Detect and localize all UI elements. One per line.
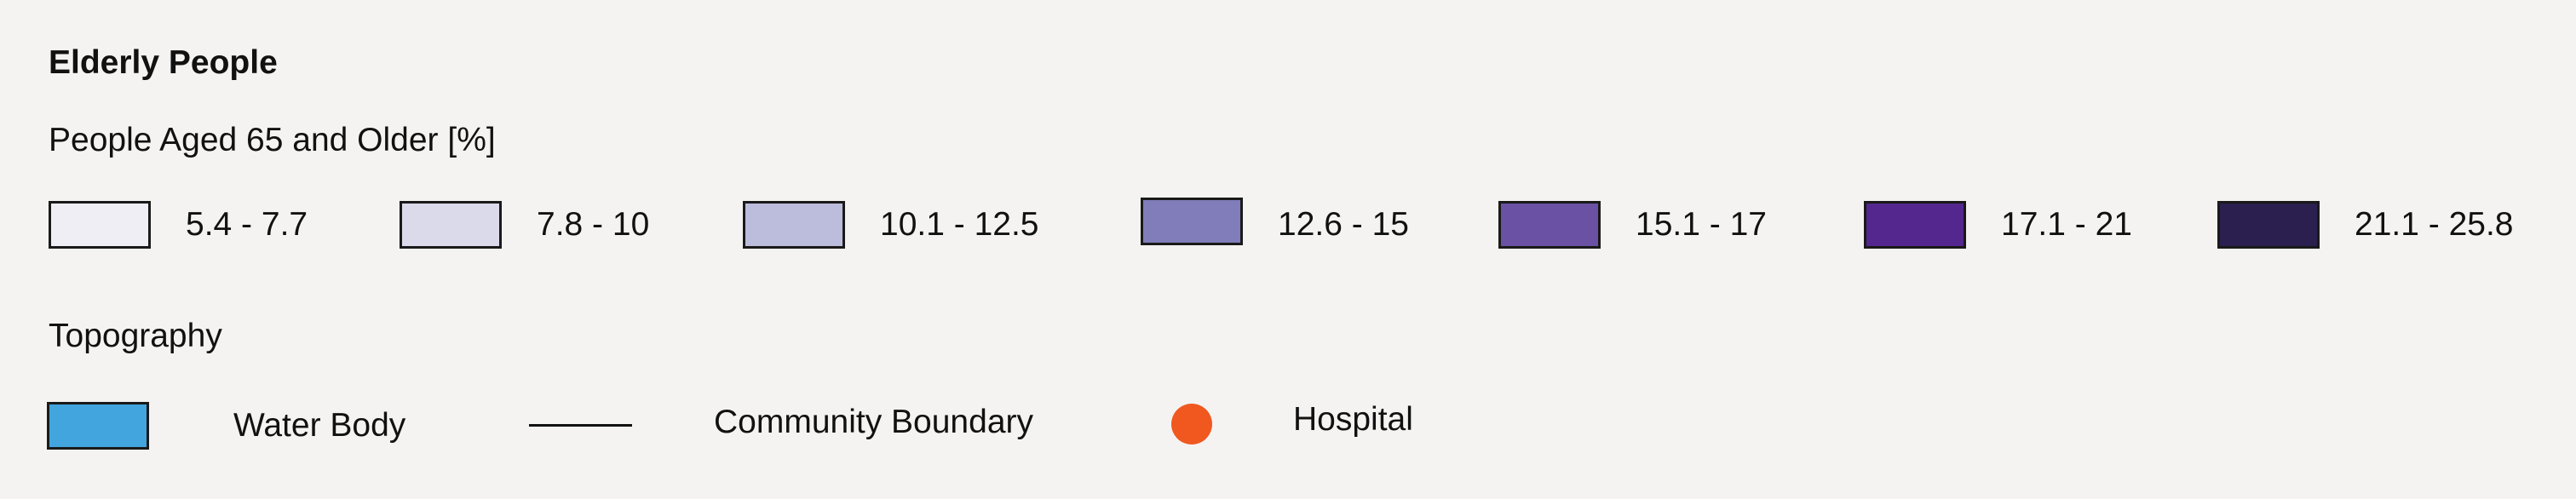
- community-boundary-label: Community Boundary: [714, 404, 1033, 440]
- class-label-4: 12.6 - 15: [1278, 206, 1409, 243]
- class-swatch-5: [1498, 201, 1601, 249]
- topography-title: Topography: [49, 318, 222, 354]
- legend-title: Elderly People: [49, 44, 278, 81]
- hospital-label: Hospital: [1293, 401, 1413, 438]
- class-swatch-1: [49, 201, 151, 249]
- class-label-1: 5.4 - 7.7: [186, 206, 308, 243]
- class-label-2: 7.8 - 10: [537, 206, 650, 243]
- class-swatch-2: [400, 201, 502, 249]
- community-boundary-line: [529, 424, 632, 427]
- class-label-5: 15.1 - 17: [1636, 206, 1767, 243]
- water-body-label: Water Body: [233, 407, 406, 444]
- class-swatch-6: [1864, 201, 1966, 249]
- class-swatch-3: [743, 201, 845, 249]
- class-swatch-7: [2217, 201, 2320, 249]
- class-swatch-4: [1141, 198, 1243, 245]
- class-label-3: 10.1 - 12.5: [880, 206, 1039, 243]
- class-label-7: 21.1 - 25.8: [2355, 206, 2514, 243]
- legend-subtitle: People Aged 65 and Older [%]: [49, 122, 496, 158]
- hospital-marker-icon: [1171, 404, 1212, 445]
- water-body-swatch: [47, 402, 149, 450]
- class-label-6: 17.1 - 21: [2001, 206, 2132, 243]
